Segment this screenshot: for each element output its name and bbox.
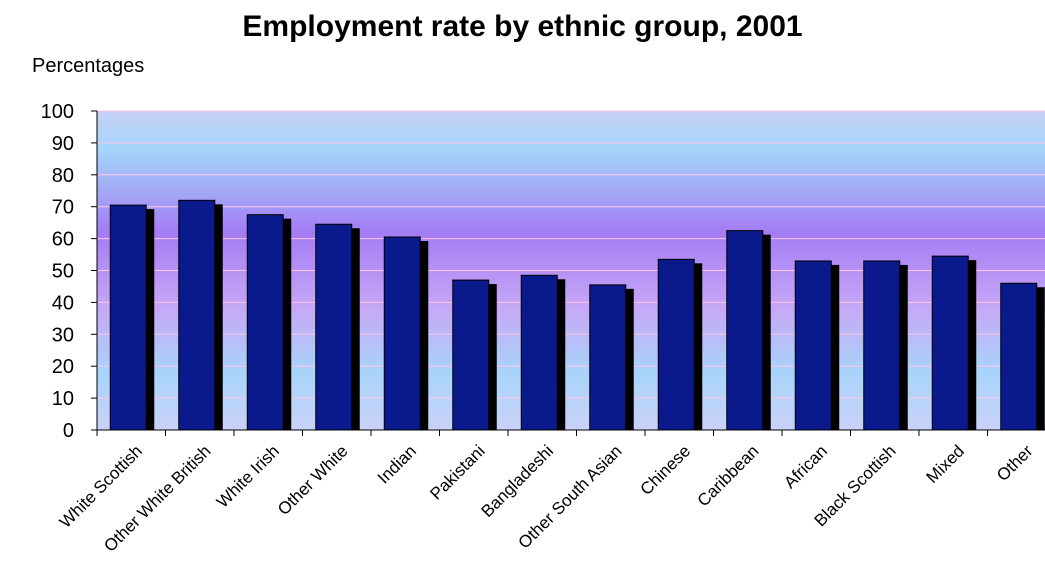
- y-tick-labels: 0 10 20 30 40 50 60 70 80 90 100: [41, 101, 74, 442]
- chart-title: Employment rate by ethnic group, 2001: [242, 10, 803, 43]
- axes: [91, 110, 1045, 436]
- bar: [246, 214, 284, 431]
- bar: [109, 204, 147, 431]
- bar: [520, 274, 558, 431]
- y-tick-label: 90: [52, 133, 74, 155]
- y-tick-label: 10: [52, 388, 74, 410]
- y-tick-label: 60: [52, 229, 74, 251]
- x-tick-label: Caribbean: [694, 441, 763, 510]
- x-tick-label: Indian: [374, 441, 420, 487]
- x-tick-label: Chinese: [637, 441, 695, 499]
- bar: [383, 236, 421, 431]
- y-tick-label: 0: [63, 420, 74, 442]
- bar: [863, 260, 901, 431]
- bar: [794, 260, 832, 431]
- y-tick-label: 70: [52, 197, 74, 219]
- x-tick-label: Other: [993, 441, 1037, 485]
- bar: [931, 255, 969, 431]
- bar: [178, 199, 216, 431]
- bar: [657, 258, 695, 431]
- y-tick-label: 100: [41, 101, 74, 123]
- bar: [1000, 282, 1038, 431]
- y-tick-label: 50: [52, 261, 74, 283]
- y-tick-label: 40: [52, 292, 74, 314]
- bar: [315, 223, 353, 431]
- x-tick-label: Mixed: [923, 441, 969, 487]
- bars: [109, 199, 1045, 431]
- bar: [726, 230, 764, 431]
- x-tick-label: Pakistani: [426, 441, 488, 503]
- y-tick-label: 30: [52, 324, 74, 346]
- y-axis-label: Percentages: [32, 55, 145, 77]
- y-tick-label: 20: [52, 356, 74, 378]
- x-tick-label: Other White: [274, 441, 352, 519]
- bar: [452, 279, 490, 431]
- y-tick-label: 80: [52, 165, 74, 187]
- x-tick-label: White Irish: [213, 441, 283, 511]
- bar: [589, 284, 627, 431]
- x-tick-label: African: [780, 441, 831, 492]
